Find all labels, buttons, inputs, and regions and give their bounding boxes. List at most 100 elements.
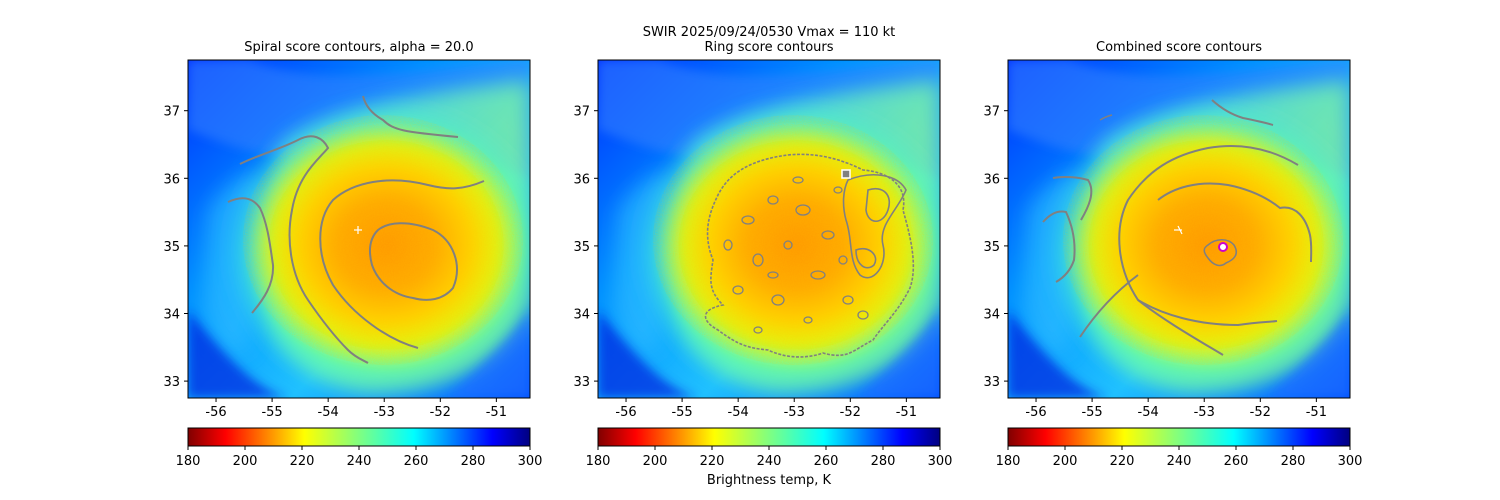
ring-blob: [842, 295, 854, 305]
ring-blob: [795, 204, 811, 216]
spiral-heatmap: [188, 60, 553, 400]
spiral-center-marker: [354, 226, 362, 234]
ring-blob: [771, 294, 785, 306]
y-tick-label: 33: [163, 375, 180, 390]
panel-ring: Ring score contours -56 -55 -54 -53 -52 -51 3…: [573, 40, 963, 488]
colorbar-tick-label: 200: [233, 454, 258, 469]
ring-blob: [821, 230, 835, 240]
x-tick-label: -55: [261, 405, 282, 420]
ring-blob: [838, 255, 848, 265]
y-tick-label: 36: [573, 172, 590, 187]
combined-contour-7: [1157, 182, 1313, 263]
colorbar-tick-label: 180: [996, 454, 1021, 469]
x-tick-label: -54: [1138, 405, 1159, 420]
combined-colorbar-ramp: [1007, 427, 1351, 447]
combined-axes-frame: [1007, 59, 1351, 399]
combined-contour-2: [1099, 114, 1113, 121]
y-tick-label: 37: [573, 105, 590, 120]
spiral-colorbar: 180 200 220 240 260 280 300: [176, 427, 543, 469]
colorbar-label: Brightness temp, K: [707, 473, 832, 488]
y-tick-label: 37: [983, 105, 1000, 120]
combined-contour-8: [1203, 238, 1238, 267]
spiral-y-axis: 33 34 35 36 37: [163, 105, 188, 390]
combined-heatmap: [1008, 60, 1373, 400]
colorbar-tick-label: 280: [1281, 454, 1306, 469]
x-tick-label: -55: [671, 405, 692, 420]
ring-colorbar-ramp: [597, 427, 941, 447]
x-tick-label: -53: [1194, 405, 1215, 420]
spiral-contour-4: [319, 179, 485, 349]
ring-x-axis: -56 -55 -54 -53 -52 -51: [615, 398, 917, 420]
x-tick-label: -54: [318, 405, 339, 420]
colorbar-tick-label: 220: [700, 454, 725, 469]
spiral-contour-5: [369, 222, 458, 301]
colorbar-tick-label: 200: [1053, 454, 1078, 469]
ring-panel-title: Ring score contours: [704, 40, 833, 55]
y-tick-label: 33: [983, 375, 1000, 390]
x-tick-label: -52: [840, 405, 861, 420]
figure-title: SWIR 2025/09/24/0530 Vmax = 110 kt: [643, 25, 896, 40]
y-tick-label: 33: [573, 375, 590, 390]
ring-blob: [833, 186, 843, 194]
colorbar-tick-label: 300: [518, 454, 543, 469]
colorbar-tick-label: 240: [757, 454, 782, 469]
colorbar-tick-label: 240: [1167, 454, 1192, 469]
colorbar-tick-label: 220: [290, 454, 315, 469]
x-tick-label: -51: [486, 405, 507, 420]
ring-blob: [792, 176, 804, 184]
ring-contour-outer: [704, 153, 915, 358]
y-tick-label: 34: [573, 308, 590, 323]
ring-colorbar-ticks: 180 200 220 240 260 280 300: [586, 446, 952, 469]
colorbar-tick-label: 280: [461, 454, 486, 469]
ring-blob: [767, 195, 779, 205]
panel-spiral: Spiral score contours, alpha = 20.0 -56-…: [163, 40, 553, 469]
ring-contour-east-3: [855, 247, 877, 269]
spiral-contour-2: [239, 135, 369, 364]
x-tick-label: -52: [1250, 405, 1271, 420]
combined-contour-5: [1118, 145, 1299, 356]
x-tick-label: -55: [1081, 405, 1102, 420]
y-tick-label: 37: [163, 105, 180, 120]
combined-contour-6: [1079, 274, 1278, 338]
ring-blob: [810, 270, 826, 280]
ring-blob: [752, 253, 764, 267]
x-tick-label: -56: [1025, 405, 1046, 420]
x-tick-label: -54: [728, 405, 749, 420]
spiral-x-axis: -56 -55 -54 -53 -52 -51: [205, 398, 507, 420]
y-tick-label: 35: [983, 240, 1000, 255]
spiral-contour-1: [362, 95, 459, 138]
x-tick-label: -56: [205, 405, 226, 420]
x-tick-label: -56: [615, 405, 636, 420]
y-tick-label: 34: [983, 308, 1000, 323]
ring-blob: [783, 240, 793, 250]
combined-x-axis: -56 -55 -54 -53 -52 -51: [1025, 398, 1327, 420]
spiral-colorbar-ticks: 180 200 220 240 260 280 300: [176, 446, 543, 469]
y-tick-label: 35: [163, 240, 180, 255]
ring-blob: [803, 316, 813, 324]
combined-contour-4: [1042, 210, 1076, 283]
x-tick-label: -51: [1306, 405, 1327, 420]
y-tick-label: 34: [163, 308, 180, 323]
ring-heatmap: [598, 60, 963, 400]
ring-square-marker: [841, 169, 851, 179]
ring-blob: [723, 239, 733, 251]
ring-blob: [753, 326, 763, 334]
combined-y-axis: 33 34 35 36 37: [983, 105, 1008, 390]
combined-contour-3: [1052, 175, 1093, 221]
combined-center-marker: [1174, 225, 1183, 235]
combined-contours: [1042, 99, 1313, 356]
combined-center-marker-v: [1177, 225, 1183, 235]
ring-contours: [704, 153, 915, 358]
colorbar-tick-label: 260: [404, 454, 429, 469]
ring-blobs: [723, 176, 869, 334]
y-tick-label: 36: [983, 172, 1000, 187]
colorbar-tick-label: 200: [643, 454, 668, 469]
colorbar-tick-label: 280: [871, 454, 896, 469]
colorbar-tick-label: 180: [586, 454, 611, 469]
ring-contour-east-2: [865, 188, 890, 223]
ring-colorbar: 180 200 220 240 260 280 300 Brightness temp, K: [586, 427, 952, 488]
spiral-contour-3: [227, 197, 275, 314]
spiral-colorbar-ramp: [187, 427, 531, 447]
colorbar-tick-label: 220: [1110, 454, 1135, 469]
combined-circle-marker: [1218, 242, 1228, 252]
